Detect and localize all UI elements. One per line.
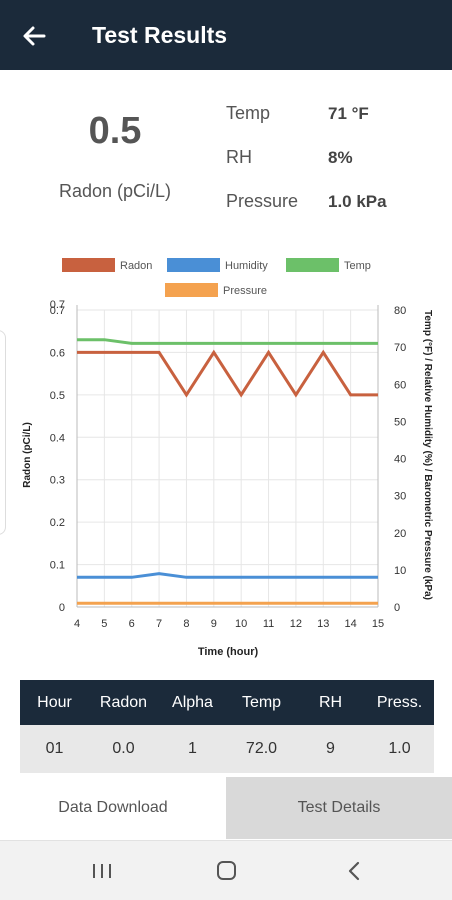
series-line-radon xyxy=(77,349,378,398)
cell-radon: 0.0 xyxy=(112,740,135,757)
chart-grid xyxy=(76,305,379,608)
left-axis-tick-label: 0.3 xyxy=(50,475,65,487)
rh-label: RH xyxy=(226,147,252,167)
left-axis-ticks: 0 0.1 0.2 0.3 0.4 0.5 0.6 0.70.7 xyxy=(50,299,65,614)
chart-legend: Radon Humidity Temp Pressure xyxy=(62,258,371,297)
right-axis-tick-label: 80 xyxy=(394,305,406,317)
legend-swatch-humidity xyxy=(167,258,220,272)
page-title: Test Results xyxy=(92,22,228,48)
system-nav-bar xyxy=(0,840,452,900)
right-axis-tick-label: 30 xyxy=(394,491,406,503)
legend-label-radon: Radon xyxy=(120,260,152,272)
pressure-value: 1.0 kPa xyxy=(328,192,387,211)
cell-temp: 72.0 xyxy=(245,740,278,757)
right-axis-tick-label: 70 xyxy=(394,342,406,354)
legend-swatch-temp xyxy=(286,258,339,272)
cell-alpha: 1 xyxy=(188,740,197,757)
left-axis-tick-label: 0.6 xyxy=(50,347,65,359)
back-chevron-icon[interactable] xyxy=(334,855,374,887)
cell-hour: 01 xyxy=(45,740,64,757)
legend-swatch-pressure xyxy=(165,283,218,297)
left-axis-tick-label: 0 xyxy=(59,602,65,614)
home-icon[interactable] xyxy=(206,855,246,887)
column-header-temp[interactable]: Temp xyxy=(241,694,282,711)
x-axis-tick-label: 10 xyxy=(235,618,247,630)
legend-label-humidity: Humidity xyxy=(225,260,268,272)
table-row[interactable]: 01 0.0 1 72.0 9 1.0 xyxy=(20,725,434,773)
right-axis-ticks: 0 10 20 30 40 50 60 70 80 xyxy=(394,305,406,614)
legend-swatch-radon xyxy=(62,258,115,272)
left-axis-tick-label: 0.5 xyxy=(50,390,65,402)
pressure-label: Pressure xyxy=(226,191,299,211)
right-axis-tick-label: 0 xyxy=(394,602,400,614)
x-axis-tick-label: 12 xyxy=(290,618,302,630)
tab-test-details[interactable]: Test Details xyxy=(226,777,452,839)
x-axis-ticks: 4 5 6 7 8 9 10 11 12 13 14 15 xyxy=(74,618,384,630)
x-axis-tick-label: 15 xyxy=(372,618,384,630)
left-axis-tick-label: 0.7 xyxy=(50,299,65,311)
left-axis-tick-label: 0.2 xyxy=(50,517,65,529)
tab-data-download[interactable]: Data Download xyxy=(0,777,226,839)
left-axis-tick-label: 0.4 xyxy=(50,432,65,444)
left-axis-tick-label: 0.7 xyxy=(50,305,65,317)
y-axis-label: Radon (pCi/L) xyxy=(22,422,33,488)
column-header-pressure[interactable]: Press. xyxy=(376,694,423,711)
right-axis-tick-label: 40 xyxy=(394,454,406,466)
app-bar: Test Results xyxy=(0,0,452,70)
radon-reading-unit: Radon (pCi/L) xyxy=(58,181,172,201)
radon-reading-value: 0.5 xyxy=(88,110,142,152)
x-axis-tick-label: 5 xyxy=(101,618,107,630)
right-axis-tick-label: 50 xyxy=(394,416,406,428)
y2-axis-label: Temp (°F) / Relative Humidity (%) / Baro… xyxy=(422,310,433,600)
legend-label-temp: Temp xyxy=(344,260,371,272)
legend-label-pressure: Pressure xyxy=(223,285,267,297)
cell-pressure: 1.0 xyxy=(388,740,411,757)
arrow-left-icon[interactable] xyxy=(18,20,50,52)
x-axis-label: Time (hour) xyxy=(198,646,259,658)
column-header-alpha[interactable]: Alpha xyxy=(172,694,213,711)
x-axis-tick-label: 6 xyxy=(129,618,135,630)
rh-value: 8% xyxy=(328,148,353,167)
x-axis-tick-label: 14 xyxy=(345,618,357,630)
x-axis-tick-label: 9 xyxy=(211,618,217,630)
right-axis-tick-label: 10 xyxy=(394,565,406,577)
column-header-rh[interactable]: RH xyxy=(318,694,343,711)
x-axis-tick-label: 8 xyxy=(183,618,189,630)
left-axis-tick-label: 0.1 xyxy=(50,560,65,572)
series-line-humidity xyxy=(77,572,378,579)
chart-series xyxy=(77,338,378,605)
temp-value: 71 °F xyxy=(328,104,369,123)
x-axis-tick-label: 4 xyxy=(74,618,80,630)
recent-apps-icon[interactable] xyxy=(82,855,122,887)
right-axis-tick-label: 60 xyxy=(394,379,406,391)
x-axis-tick-label: 13 xyxy=(317,618,329,630)
column-header-radon[interactable]: Radon xyxy=(99,694,148,711)
x-axis-tick-label: 11 xyxy=(263,618,274,630)
table-header: Hour Radon Alpha Temp RH Press. xyxy=(20,680,434,725)
series-line-temp xyxy=(77,338,378,345)
column-header-hour[interactable]: Hour xyxy=(37,694,72,711)
temp-label: Temp xyxy=(226,103,271,123)
cell-rh: 9 xyxy=(326,740,335,757)
x-axis-tick-label: 7 xyxy=(156,618,162,630)
right-axis-tick-label: 20 xyxy=(394,528,406,540)
